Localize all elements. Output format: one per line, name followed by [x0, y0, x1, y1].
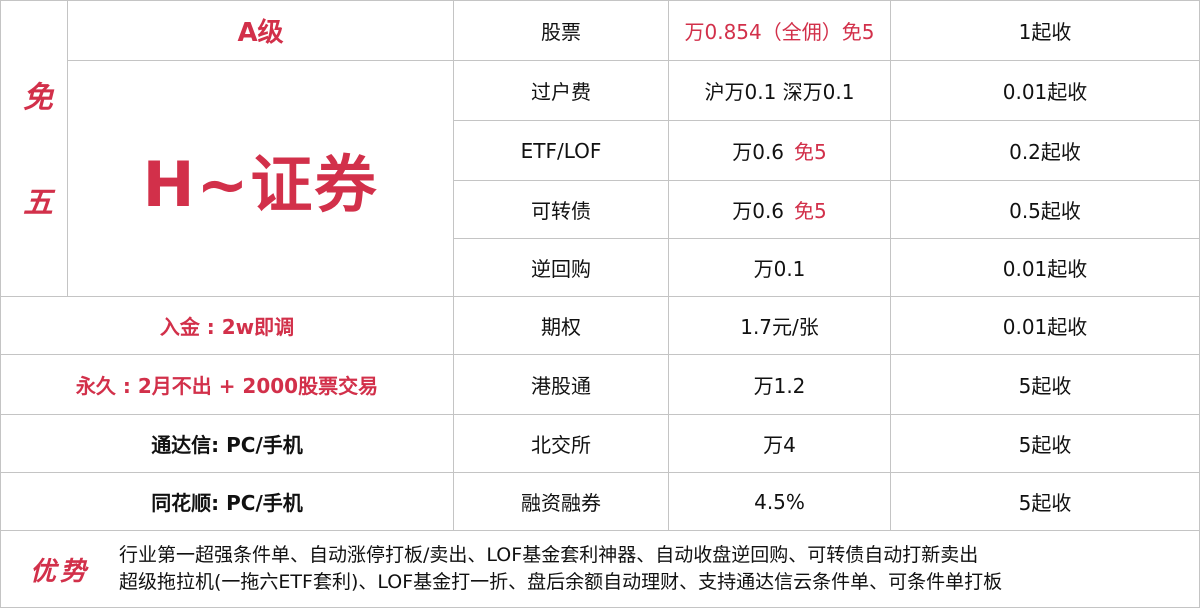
minimum: 5起收: [890, 472, 1200, 531]
item: 逆回购: [453, 238, 669, 297]
fee-part: 免5: [794, 140, 827, 164]
minimum: 1起收: [890, 0, 1200, 61]
fee-part: 4.5%: [754, 489, 805, 514]
badge: 免五: [0, 0, 68, 297]
footer-lines: 行业第一超强条件单、自动涨停打板/卖出、LOF基金套利神器、自动收盘逆回购、可转…: [119, 542, 1002, 596]
footer-label: 优势: [29, 556, 90, 587]
note: 永久 : 2月不出 + 2000股票交易: [0, 354, 454, 415]
item: 期权: [453, 296, 669, 355]
fee: 万0.1: [668, 238, 891, 297]
fee-part: 万0.854（全佣）免5: [684, 20, 875, 44]
footer: 优势 行业第一超强条件单、自动涨停打板/卖出、LOF基金套利神器、自动收盘逆回购、…: [0, 530, 1200, 608]
item: 股票: [453, 0, 669, 61]
minimum: 5起收: [890, 414, 1200, 473]
minimum: 5起收: [890, 354, 1200, 415]
fee-part: 万0.6: [732, 140, 785, 164]
minimum: 0.01起收: [890, 60, 1200, 121]
fee: 4.5%: [668, 472, 891, 531]
fee-part: 万0.6: [732, 199, 785, 223]
fee: 沪万0.1 深万0.1: [668, 60, 891, 121]
note: 同花顺: PC/手机: [0, 472, 454, 531]
note: 通达信: PC/手机: [0, 414, 454, 473]
minimum: 0.01起收: [890, 238, 1200, 297]
fee-part: 万0.1: [753, 257, 806, 281]
minimum: 0.5起收: [890, 180, 1200, 239]
fee: 1.7元/张: [668, 296, 891, 355]
footer-line: 行业第一超强条件单、自动涨停打板/卖出、LOF基金套利神器、自动收盘逆回购、可转…: [119, 544, 979, 566]
item: 可转债: [453, 180, 669, 239]
grade: A级: [67, 0, 454, 61]
item: 过户费: [453, 60, 669, 121]
fee-part: 1.7元/张: [740, 315, 819, 339]
minimum: 0.01起收: [890, 296, 1200, 355]
fee-part: 万4: [763, 433, 796, 457]
minimum: 0.2起收: [890, 120, 1200, 181]
fee: 万0.6 免5: [668, 180, 891, 239]
item: 融资融券: [453, 472, 669, 531]
fee-part: 沪万0.1 深万0.1: [704, 80, 855, 104]
fee-part: 免5: [794, 199, 827, 223]
fee-part: 万1.2: [753, 374, 806, 398]
fee: 万0.854（全佣）免5: [668, 0, 891, 61]
footer-line: 超级拖拉机(一拖六ETF套利)、LOF基金打一折、盘后余额自动理财、支持通达信云…: [119, 571, 1003, 593]
item: 港股通: [453, 354, 669, 415]
broker-name: H~证券: [67, 60, 454, 297]
fee: 万0.6 免5: [668, 120, 891, 181]
fee: 万1.2: [668, 354, 891, 415]
fee: 万4: [668, 414, 891, 473]
note: 入金 : 2w即调: [0, 296, 454, 355]
item: ETF/LOF: [453, 120, 669, 181]
item: 北交所: [453, 414, 669, 473]
